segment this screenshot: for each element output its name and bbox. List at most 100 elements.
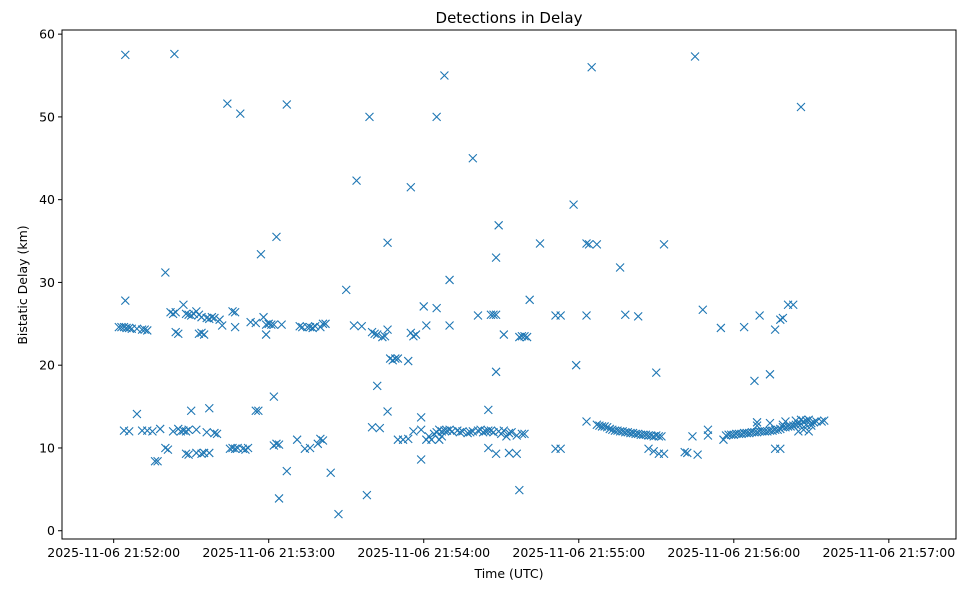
- data-point-marker: [272, 232, 281, 242]
- data-point-marker: [491, 253, 501, 262]
- data-point-marker: [409, 427, 418, 436]
- data-point-marker: [755, 311, 765, 320]
- data-point-marker: [171, 307, 181, 317]
- data-point-marker: [416, 455, 426, 464]
- data-point-marker: [445, 275, 454, 285]
- data-point-marker: [204, 403, 214, 413]
- data-point-marker: [432, 112, 442, 122]
- data-point-marker: [295, 321, 305, 331]
- x-tick-label: 2025-11-06 21:52:00: [47, 545, 180, 560]
- data-point-marker: [277, 320, 287, 330]
- data-point-marker: [171, 327, 181, 337]
- data-point-marker: [703, 425, 713, 435]
- y-tick-label: 0: [47, 523, 55, 538]
- data-point-marker: [716, 323, 726, 333]
- data-point-marker: [251, 406, 261, 416]
- data-point-marker: [184, 450, 193, 459]
- data-point-marker: [458, 427, 467, 436]
- data-point-marker: [765, 369, 775, 379]
- data-point-marker: [592, 239, 602, 249]
- data-markers: [114, 49, 829, 519]
- data-point-marker: [160, 443, 170, 453]
- data-point-marker: [362, 490, 372, 500]
- data-point-marker: [778, 313, 788, 323]
- y-tick-label: 50: [39, 109, 55, 124]
- data-point-marker: [266, 320, 276, 330]
- data-point-marker: [357, 321, 367, 331]
- data-point-marker: [406, 182, 416, 192]
- data-point-marker: [445, 321, 454, 330]
- data-point-marker: [170, 49, 179, 59]
- data-point-marker: [615, 263, 625, 272]
- data-point-marker: [202, 427, 212, 437]
- data-point-marker: [644, 444, 653, 454]
- data-point-marker: [693, 450, 703, 459]
- data-point-marker: [403, 434, 413, 444]
- data-point-marker: [775, 424, 785, 434]
- data-point-marker: [318, 436, 328, 445]
- plot-frame: [61, 29, 957, 540]
- data-point-marker: [788, 300, 798, 310]
- data-point-marker: [318, 319, 328, 329]
- data-point-marker: [416, 425, 426, 435]
- data-point-marker: [282, 100, 292, 109]
- data-point-marker: [793, 427, 803, 436]
- data-point-marker: [556, 444, 566, 454]
- data-point-marker: [571, 360, 581, 370]
- data-point-marker: [680, 447, 690, 457]
- x-axis-ticks: 2025-11-06 21:52:00 2025-11-06 21:53:00 20…: [47, 539, 955, 560]
- y-tick-label: 40: [39, 192, 55, 207]
- data-point-marker: [796, 102, 806, 112]
- x-tick-label: 2025-11-06 21:53:00: [202, 545, 335, 560]
- data-point-marker: [512, 449, 522, 459]
- y-tick-label: 60: [39, 27, 55, 42]
- data-point-marker: [150, 456, 160, 466]
- data-point-marker: [235, 109, 245, 118]
- data-point-marker: [217, 321, 227, 330]
- data-point-marker: [370, 329, 380, 339]
- data-point-marker: [186, 406, 196, 416]
- x-tick-label: 2025-11-06 21:55:00: [512, 545, 645, 560]
- data-point-marker: [455, 427, 465, 437]
- data-point-marker: [752, 417, 762, 427]
- data-point-marker: [419, 302, 429, 311]
- data-point-marker: [486, 426, 496, 435]
- data-point-marker: [181, 427, 191, 436]
- data-point-marker: [181, 309, 191, 319]
- data-point-marker: [473, 426, 483, 435]
- data-point-marker: [491, 367, 501, 377]
- data-point-marker: [168, 427, 178, 436]
- data-point-marker: [120, 296, 130, 306]
- data-point-marker: [140, 325, 150, 334]
- data-point-marker: [204, 448, 214, 458]
- y-axis-ticks: 0 10 20 30 40 50 60: [39, 27, 62, 538]
- data-point-marker: [390, 354, 400, 363]
- data-point-marker: [799, 425, 808, 435]
- data-point-marker: [775, 315, 785, 325]
- data-point-marker: [520, 331, 529, 341]
- y-axis-label: Bistatic Delay (km): [15, 225, 30, 344]
- data-point-marker: [582, 239, 591, 248]
- data-point-marker: [222, 99, 232, 109]
- data-point-marker: [197, 449, 206, 459]
- data-point-marker: [819, 416, 829, 426]
- data-point-marker: [514, 485, 524, 495]
- data-point-marker: [186, 311, 196, 320]
- data-point-marker: [750, 376, 759, 386]
- data-point-marker: [817, 417, 827, 426]
- data-point-marker: [620, 310, 630, 320]
- data-point-marker: [173, 329, 183, 339]
- data-point-marker: [148, 427, 157, 436]
- data-point-marker: [372, 330, 382, 339]
- data-point-marker: [308, 323, 318, 333]
- data-point-marker: [210, 313, 219, 323]
- data-point-marker: [315, 434, 325, 444]
- data-point-marker: [199, 330, 209, 339]
- data-point-marker: [806, 418, 816, 428]
- data-point-marker: [210, 428, 219, 438]
- x-tick-label: 2025-11-06 21:54:00: [357, 545, 490, 560]
- data-point-marker: [499, 426, 509, 435]
- data-point-marker: [253, 406, 263, 416]
